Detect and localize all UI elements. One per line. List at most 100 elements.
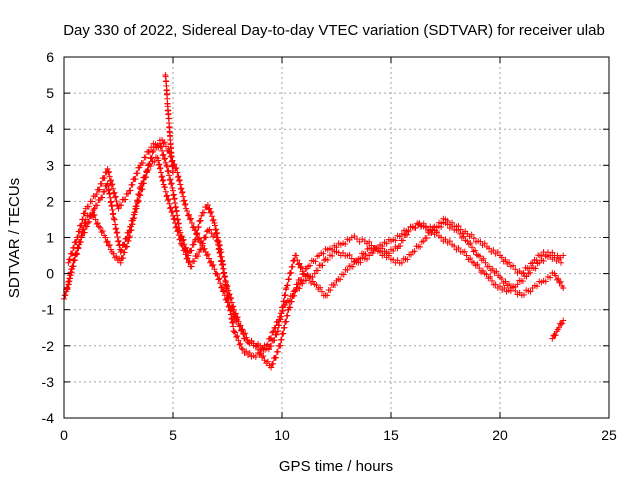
data-point	[228, 305, 235, 312]
data-point	[109, 181, 116, 188]
data-point	[344, 266, 351, 273]
x-tick-labels: 0 5 10 15 20 25	[60, 427, 617, 443]
data-point	[219, 288, 226, 295]
data-point	[167, 176, 174, 183]
data-point	[148, 144, 155, 151]
data-point	[502, 278, 509, 285]
data-point	[215, 276, 222, 283]
data-point	[155, 157, 162, 164]
data-point	[151, 159, 158, 166]
data-point	[157, 164, 164, 171]
data-point	[208, 230, 215, 237]
data-point	[457, 230, 464, 237]
data-point	[112, 221, 119, 228]
data-point	[246, 350, 253, 357]
data-point	[233, 333, 240, 340]
data-point	[392, 237, 399, 244]
data-point	[342, 240, 349, 247]
data-point	[115, 238, 122, 245]
data-point	[106, 173, 113, 180]
data-point	[519, 278, 526, 285]
data-point	[464, 238, 471, 245]
data-point	[490, 247, 497, 254]
data-point	[64, 284, 71, 291]
data-point	[69, 265, 76, 272]
data-point	[383, 240, 390, 247]
data-point	[146, 148, 153, 155]
data-point	[114, 233, 121, 240]
data-point	[232, 313, 239, 320]
y-tick-label: -2	[42, 338, 55, 354]
y-tick-label: -1	[42, 302, 55, 318]
y-tick-labels: -4 -3 -2 -1 0 1 2 3 4 5 6	[42, 49, 55, 426]
data-point	[67, 272, 74, 279]
data-point	[481, 240, 488, 247]
data-point	[243, 348, 250, 355]
data-point	[560, 317, 567, 324]
data-point	[317, 284, 324, 291]
data-point	[455, 222, 462, 229]
grid-lines	[64, 57, 609, 418]
data-point	[176, 177, 183, 184]
data-point	[411, 225, 418, 232]
data-point	[98, 180, 105, 187]
data-point	[179, 243, 186, 250]
data-point	[467, 255, 474, 262]
data-point	[162, 184, 169, 191]
data-point	[124, 243, 131, 250]
data-point	[385, 252, 392, 259]
data-point	[160, 176, 167, 183]
data-point	[470, 248, 477, 255]
data-point	[173, 164, 180, 171]
data-point	[520, 269, 527, 276]
data-point	[179, 189, 186, 196]
data-point	[168, 181, 175, 188]
data-point	[210, 261, 217, 268]
data-point	[506, 281, 513, 288]
data-point	[557, 278, 564, 285]
data-point	[540, 257, 547, 264]
data-point	[83, 223, 90, 230]
data-point	[160, 151, 167, 158]
data-point	[129, 221, 136, 228]
x-tick-label: 15	[383, 427, 399, 443]
data-point	[175, 227, 182, 234]
data-point	[492, 281, 499, 288]
data-point	[477, 253, 484, 260]
data-point	[183, 255, 190, 262]
data-point	[272, 324, 279, 331]
data-point	[197, 217, 204, 224]
data-point	[313, 282, 320, 289]
data-point	[268, 342, 275, 349]
data-point	[164, 192, 171, 199]
data-point	[460, 233, 467, 240]
data-point	[125, 237, 132, 244]
data-point	[318, 288, 325, 295]
data-point	[296, 260, 303, 267]
data-point	[260, 353, 267, 360]
data-point	[223, 295, 230, 302]
data-point	[280, 298, 287, 305]
data-point	[265, 346, 272, 353]
data-point	[197, 239, 204, 246]
data-point	[306, 276, 313, 283]
data-point	[99, 194, 106, 201]
data-point	[237, 340, 244, 347]
data-point	[191, 238, 198, 245]
data-point	[199, 242, 206, 249]
data-point	[98, 229, 105, 236]
data-point	[549, 335, 556, 342]
data-point	[489, 277, 496, 284]
data-point	[159, 177, 166, 184]
data-point	[114, 202, 121, 209]
data-point	[193, 231, 200, 238]
data-point	[304, 272, 311, 279]
data-point	[329, 252, 336, 259]
data-point	[269, 329, 276, 336]
data-point	[337, 276, 344, 283]
data-point	[136, 185, 143, 192]
data-point	[162, 155, 169, 162]
data-point	[229, 310, 236, 317]
data-point	[159, 173, 166, 180]
data-point	[111, 189, 118, 196]
